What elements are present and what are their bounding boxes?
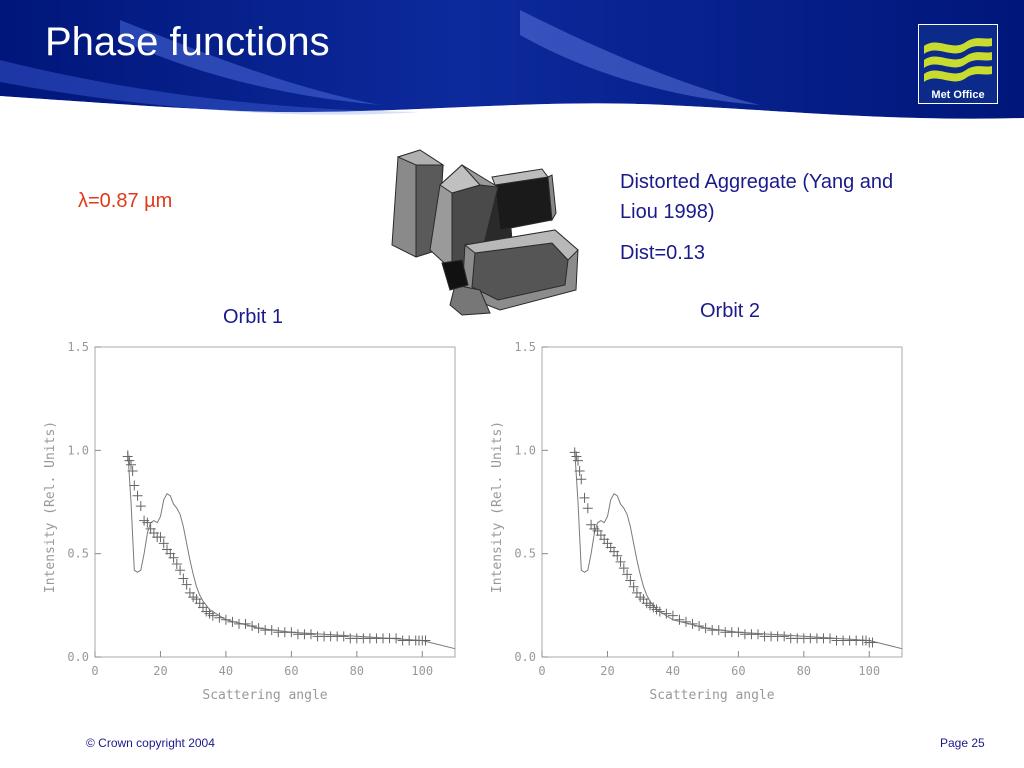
data-point-marker (573, 455, 583, 466)
data-point-marker (124, 455, 135, 466)
data-point-marker (175, 565, 186, 576)
data-point-marker (214, 612, 225, 623)
data-point-marker (338, 631, 349, 642)
series-line (574, 450, 903, 650)
x-tick-label: 20 (600, 664, 614, 678)
data-point-marker (420, 635, 431, 646)
data-point-marker (391, 633, 402, 644)
data-point-marker (628, 581, 639, 592)
data-point-marker (674, 614, 685, 625)
data-point-marker (733, 627, 744, 638)
slide-title: Phase functions (45, 20, 330, 64)
data-point-marker (622, 569, 633, 580)
data-point-marker (579, 492, 590, 503)
y-tick-label: 1.5 (67, 340, 89, 354)
data-point-marker (129, 480, 140, 491)
footer-copyright: © Crown copyright 2004 (86, 736, 215, 750)
y-axis-title: Intensity (Rel. Units) (43, 421, 58, 593)
y-tick-label: 0.5 (67, 547, 89, 561)
series-line (127, 450, 456, 650)
x-tick-label: 100 (411, 664, 433, 678)
data-point-marker (122, 451, 133, 462)
data-point-marker (667, 610, 678, 621)
plot-frame (94, 346, 456, 658)
y-tick-label: 0.5 (514, 547, 536, 561)
data-point-marker (867, 637, 878, 648)
x-tick-label: 100 (858, 664, 880, 678)
data-point-marker (571, 451, 582, 462)
data-point-marker (574, 466, 585, 476)
data-point-marker (694, 621, 705, 631)
data-point-marker (625, 575, 636, 586)
data-point-marker (178, 573, 189, 584)
data-point-marker (155, 532, 166, 543)
x-tick-label: 60 (731, 664, 745, 678)
data-point-marker (700, 623, 711, 634)
data-point-marker (220, 614, 231, 625)
data-point-marker (181, 579, 192, 590)
data-point-marker (569, 447, 580, 458)
y-axis-title: Intensity (Rel. Units) (490, 421, 505, 593)
y-tick-label: 1.0 (67, 443, 89, 457)
y-tick-label: 1.0 (514, 443, 536, 457)
x-tick-label: 20 (153, 664, 167, 678)
met-office-logo: Met Office (918, 24, 998, 104)
data-point-marker (615, 556, 626, 567)
x-tick-label: 0 (538, 664, 545, 678)
data-point-marker (266, 625, 277, 636)
data-point-marker (135, 501, 146, 512)
x-tick-label: 40 (666, 664, 680, 678)
data-point-marker (306, 629, 316, 640)
x-tick-label: 60 (284, 664, 298, 678)
data-point-marker (240, 618, 251, 629)
aggregate-description: Distorted Aggregate (Yang and Liou 1998) (620, 171, 894, 223)
data-point-marker (612, 550, 623, 561)
data-point-marker (618, 563, 629, 574)
phase-function-plot-orbit-2: 0.0 0.5 1.0 1.5 0 20 40 60 80 100 Scattering angle… (490, 340, 903, 703)
data-point-marker (681, 616, 691, 627)
data-point-marker (713, 625, 724, 636)
data-point-marker (576, 474, 587, 485)
y-tick-label: 0.0 (514, 650, 536, 664)
phase-function-plot-orbit-1: 0.0 0.5 1.0 1.5 0 20 40 60 80 100 Scattering angle… (43, 340, 456, 703)
footer-page-number: Page 25 (940, 736, 985, 750)
data-point-marker (158, 538, 169, 549)
data-point-marker (286, 627, 297, 638)
x-tick-label: 80 (350, 664, 364, 678)
data-point-marker (582, 503, 593, 514)
data-point-marker (227, 616, 238, 627)
data-point-marker (168, 552, 179, 563)
x-tick-label: 80 (797, 664, 811, 678)
ice-crystal-aggregate-image (391, 149, 579, 316)
x-tick-label: 40 (219, 664, 233, 678)
chart-title-orbit-1: Orbit 1 (223, 306, 284, 328)
data-point-marker (142, 517, 153, 528)
y-tick-label: 0.0 (67, 650, 89, 664)
x-axis-title: Scattering angle (649, 688, 774, 703)
data-point-marker (207, 610, 218, 621)
data-point-marker (654, 606, 665, 617)
data-point-marker (825, 633, 835, 644)
x-axis-title: Scattering angle (202, 688, 327, 703)
plot-frame (541, 346, 903, 658)
data-point-marker (171, 559, 182, 569)
x-tick-label: 0 (91, 664, 98, 678)
data-point-marker (753, 629, 763, 640)
data-point-marker (779, 631, 790, 642)
data-point-marker (253, 623, 264, 634)
data-point-marker (661, 608, 672, 619)
data-point-marker (132, 490, 143, 501)
logo-text: Met Office (931, 89, 984, 101)
data-point-marker (247, 621, 258, 631)
data-point-marker (127, 466, 138, 476)
y-tick-label: 1.5 (514, 340, 536, 354)
chart-title-orbit-2: Orbit 2 (700, 300, 761, 322)
data-point-marker (687, 618, 698, 629)
data-point-marker (126, 459, 136, 470)
wavelength-label: λ=0.87 µm (78, 190, 173, 212)
header-banner (0, 0, 1024, 126)
distortion-value: Dist=0.13 (620, 242, 706, 264)
